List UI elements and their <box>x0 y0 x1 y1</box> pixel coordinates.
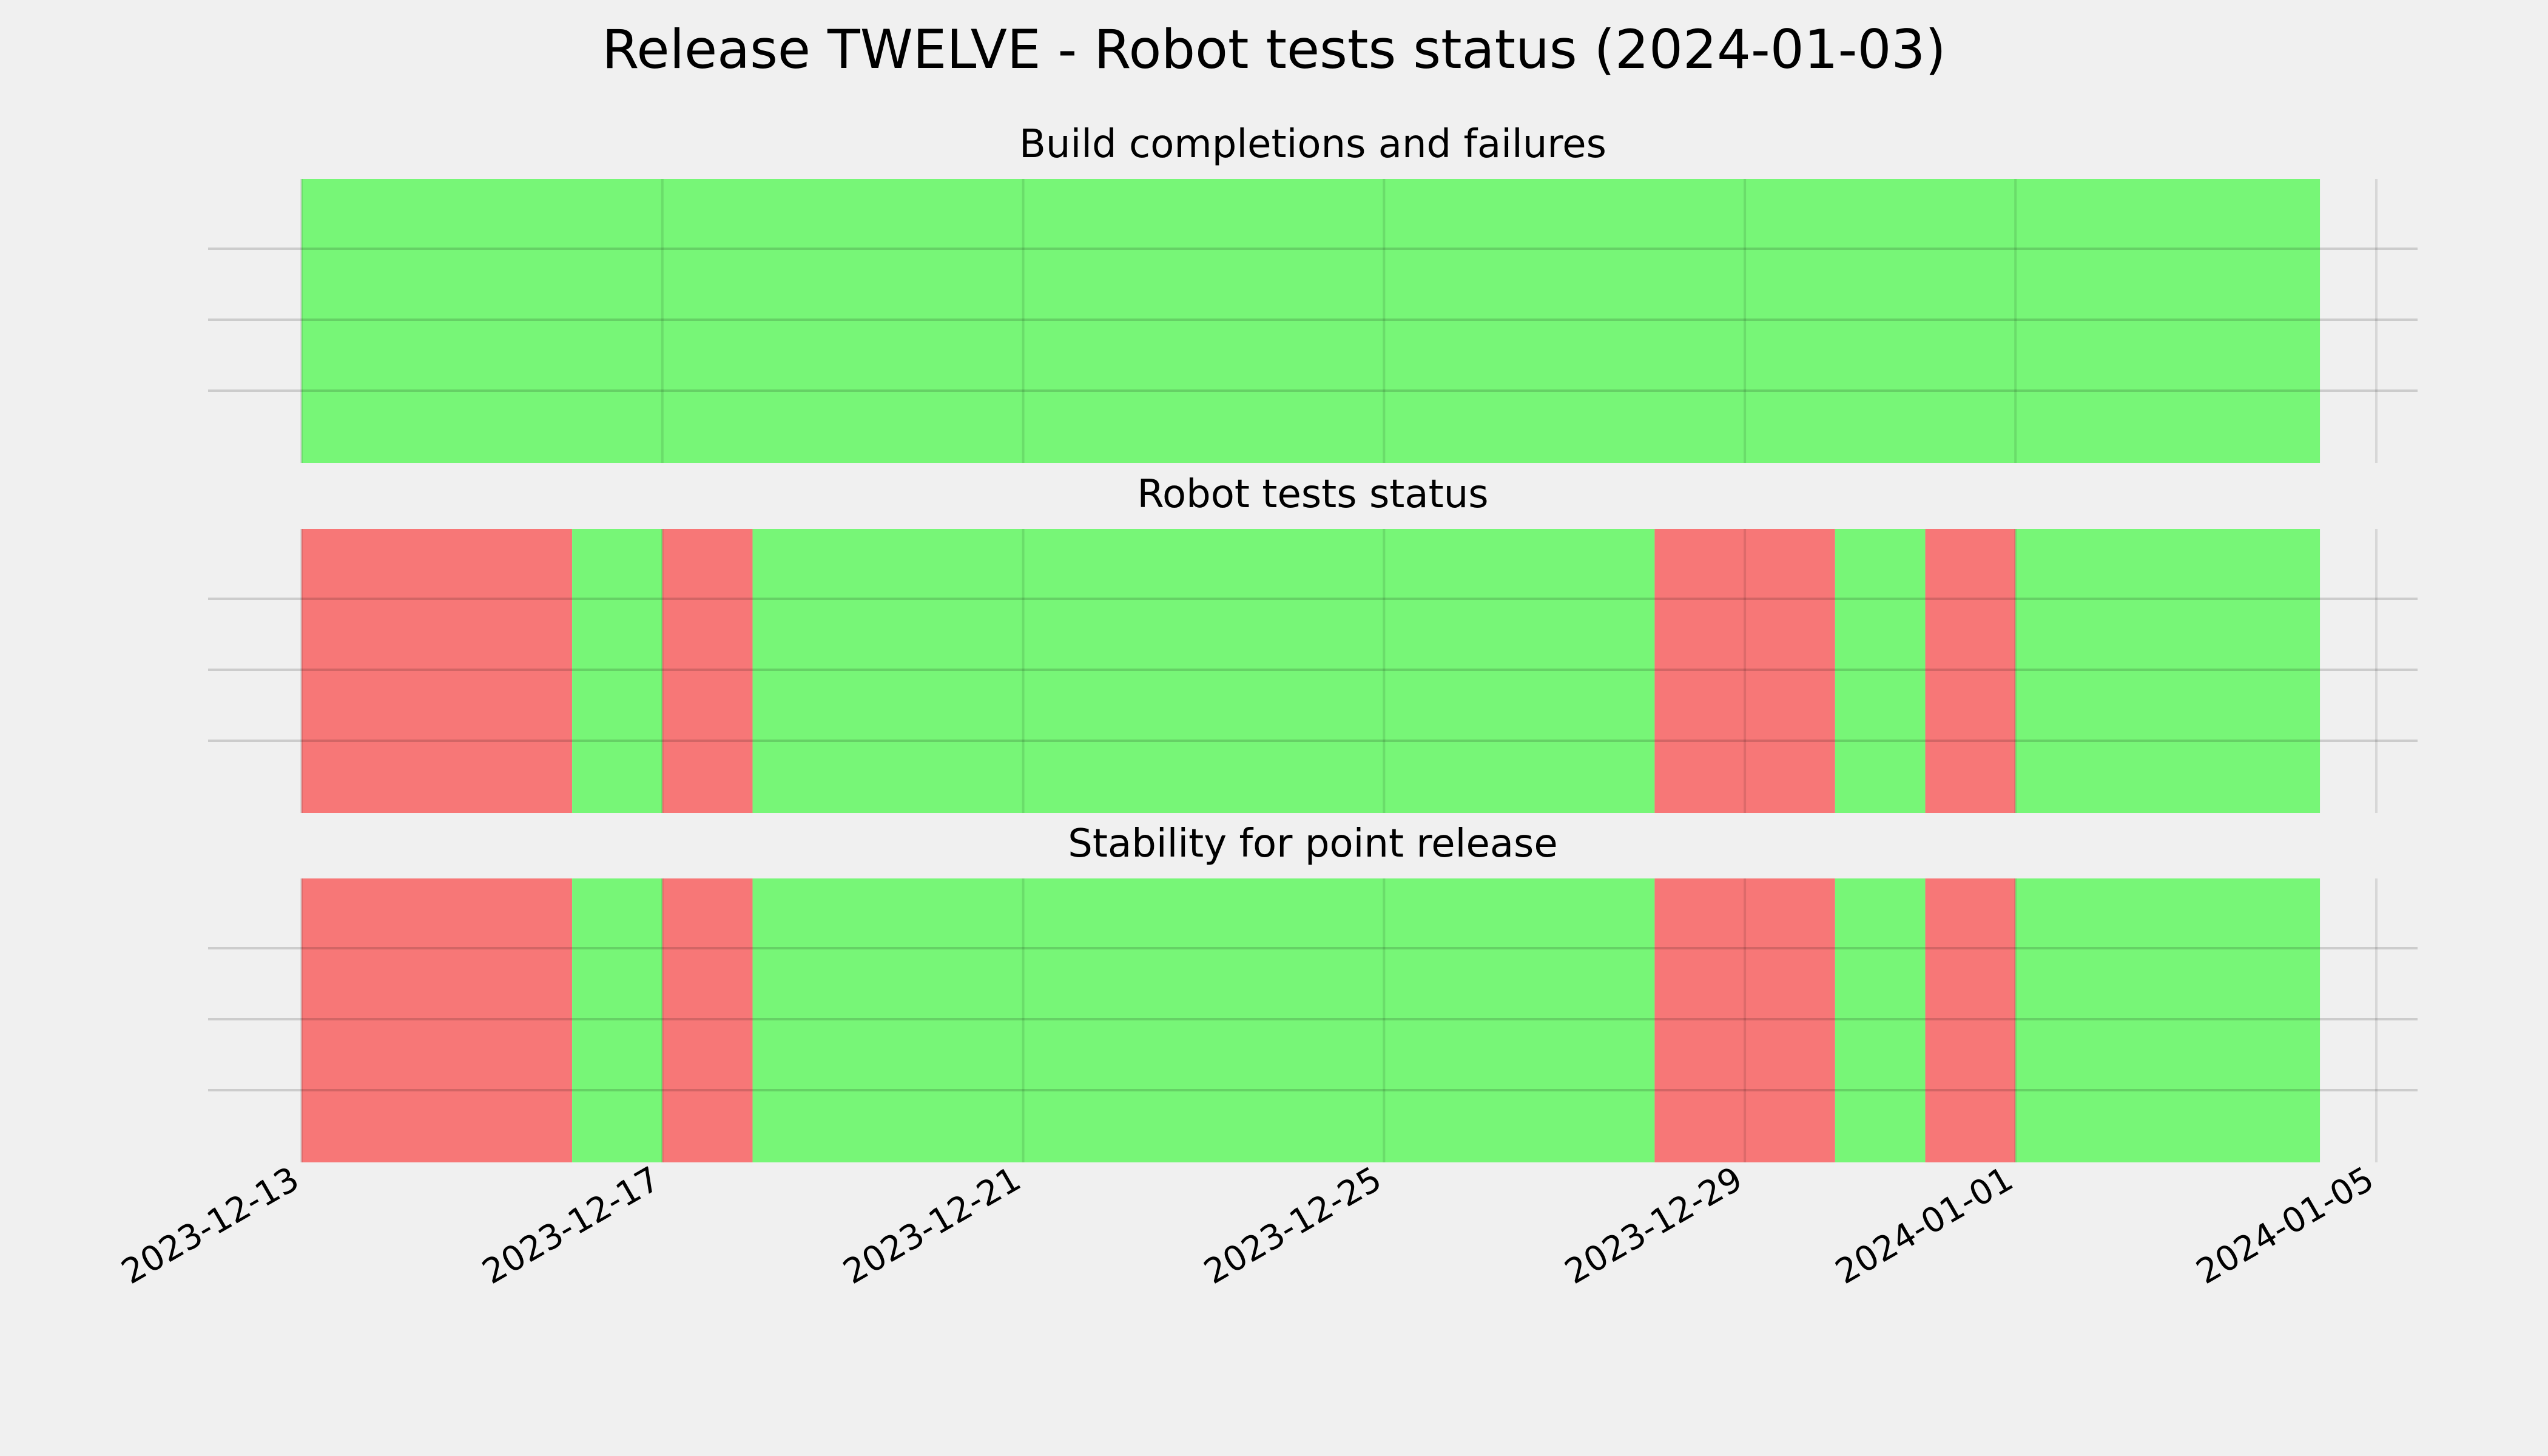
x-tick-label: 2024-01-01 <box>1829 1159 2020 1292</box>
segment-fail <box>302 529 573 813</box>
chart-title: Release TWELVE - Robot tests status (202… <box>602 18 1946 81</box>
x-axis-ticks: 2023-12-13 2023-12-17 2023-12-21 2023-12-25… <box>115 1159 2381 1292</box>
x-tick-label: 2024-01-05 <box>2190 1159 2381 1292</box>
x-tick-label: 2023-12-13 <box>115 1159 306 1292</box>
x-tick-label: 2023-12-21 <box>837 1159 1027 1292</box>
panels: Build completions and failures Robot test… <box>208 122 2418 1162</box>
segment-pass <box>1835 529 1926 813</box>
panel-title: Robot tests status <box>1137 472 1488 517</box>
segment-pass <box>302 179 2320 463</box>
panel-title: Stability for point release <box>1068 821 1558 866</box>
panel-2: Robot tests status <box>208 472 2418 813</box>
panel-1: Build completions and failures <box>208 122 2418 463</box>
segment-pass <box>1835 878 1926 1162</box>
panel-3: Stability for point release <box>208 821 2418 1162</box>
segment-fail <box>1654 529 1835 813</box>
segment-pass <box>752 529 1655 813</box>
segment-pass <box>2015 878 2320 1162</box>
segment-pass <box>752 878 1655 1162</box>
segment-fail <box>1925 529 2016 813</box>
segment-fail <box>662 878 753 1162</box>
segment-fail <box>662 529 753 813</box>
segment-fail <box>302 878 573 1162</box>
segment-pass <box>572 878 662 1162</box>
x-tick-label: 2023-12-25 <box>1198 1159 1388 1292</box>
segment-pass <box>572 529 662 813</box>
panel-title: Build completions and failures <box>1019 122 1606 167</box>
segment-fail <box>1654 878 1835 1162</box>
segment-pass <box>2015 529 2320 813</box>
x-tick-label: 2023-12-29 <box>1559 1159 1749 1292</box>
x-tick-label: 2023-12-17 <box>476 1159 666 1292</box>
segment-fail <box>1925 878 2016 1162</box>
